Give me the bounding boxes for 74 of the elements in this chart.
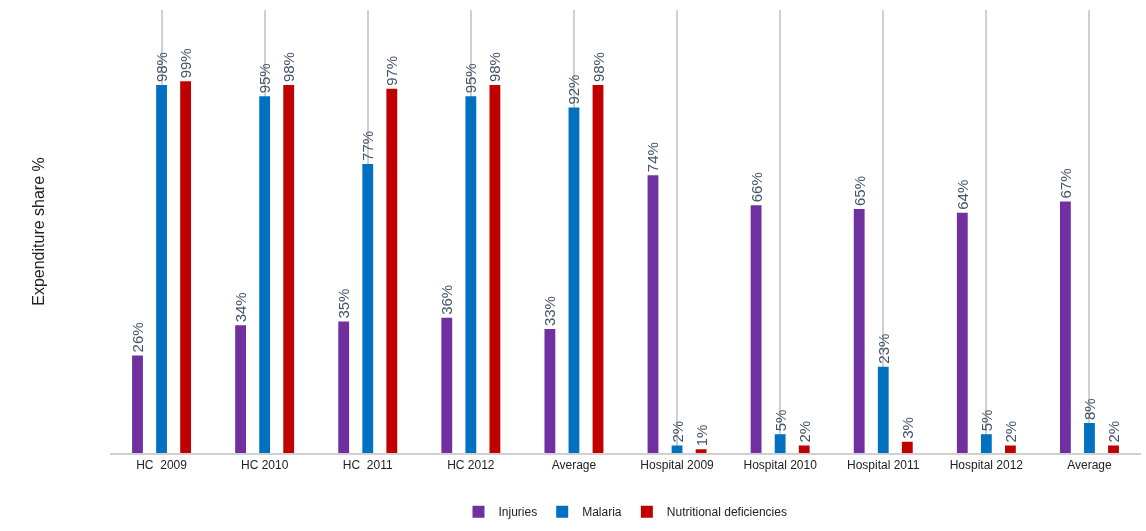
data-label: 23%: [874, 333, 892, 364]
x-tick-label: Hospital 2010: [743, 458, 818, 473]
data-label: 67%: [1056, 168, 1074, 199]
data-label: 77%: [359, 130, 377, 161]
bar: [671, 445, 683, 453]
bar: [1084, 422, 1095, 453]
data-label: 34%: [232, 292, 250, 323]
bar: [592, 85, 604, 453]
data-label: 5%: [977, 409, 995, 432]
bar: [259, 96, 271, 453]
x-tick-label: HC 2012: [447, 458, 495, 473]
bar: [544, 329, 556, 453]
y-axis-title: Expenditure share %: [29, 157, 47, 306]
data-label: 64%: [953, 179, 971, 210]
data-label: 95%: [256, 63, 274, 94]
bar: [647, 175, 659, 453]
data-label: 95%: [462, 63, 480, 94]
bar: [283, 85, 295, 453]
data-label: 2%: [1001, 420, 1019, 443]
bar: [132, 355, 143, 453]
legend-label: Nutritional deficiencies: [666, 505, 787, 520]
data-label: 99%: [177, 48, 195, 79]
bar: [1108, 445, 1119, 453]
data-label: 98%: [153, 52, 171, 83]
data-label: 33%: [541, 296, 559, 327]
bar: [441, 317, 453, 453]
x-tick-label: HC 2011: [342, 458, 393, 473]
data-label: 2%: [1105, 420, 1123, 443]
data-label: 2%: [668, 420, 686, 443]
bar: [568, 107, 580, 453]
bar: [386, 88, 398, 453]
bar: [956, 212, 968, 453]
data-label: 98%: [589, 52, 607, 83]
data-label: 3%: [898, 417, 916, 439]
data-label: 26%: [128, 322, 146, 353]
data-label: 5%: [771, 409, 789, 432]
x-tick-label: Hospital 2009: [640, 458, 715, 473]
bar: [695, 449, 707, 453]
x-tick-label: Hospital 2011: [847, 458, 920, 473]
bar: [180, 81, 192, 453]
bar: [156, 85, 167, 453]
data-label: 97%: [383, 55, 401, 86]
bar: [1059, 201, 1071, 453]
x-tick-label: HC 2009: [136, 458, 188, 473]
bar: [235, 325, 247, 453]
data-label: 8%: [1080, 398, 1098, 420]
bar: [465, 96, 477, 453]
data-label: 35%: [335, 288, 353, 319]
data-label: 1%: [692, 424, 710, 447]
data-label: 98%: [280, 52, 298, 83]
data-label: 98%: [486, 52, 504, 83]
bar: [489, 85, 501, 453]
bar: [774, 434, 786, 453]
data-label: 36%: [438, 284, 456, 315]
bar: [877, 366, 889, 453]
x-tick-label: Average: [551, 458, 597, 473]
data-label: 65%: [850, 175, 868, 206]
data-label: 92%: [565, 74, 583, 105]
data-label: 66%: [747, 172, 765, 203]
bar: [338, 321, 350, 453]
bar: [1004, 445, 1016, 453]
bar: [853, 208, 865, 453]
legend-label: Injuries: [498, 505, 538, 520]
bar: [901, 441, 913, 453]
bar: [750, 205, 762, 453]
bar: [798, 445, 810, 453]
bar: [980, 434, 992, 453]
data-label: 2%: [795, 420, 813, 443]
legend-label: Malaria: [582, 505, 622, 520]
x-tick-label: Average: [1067, 458, 1113, 473]
bar: [362, 163, 374, 453]
data-label: 74%: [644, 142, 662, 173]
x-tick-label: Hospital 2012: [949, 458, 1024, 473]
x-tick-label: HC 2010: [240, 458, 289, 473]
